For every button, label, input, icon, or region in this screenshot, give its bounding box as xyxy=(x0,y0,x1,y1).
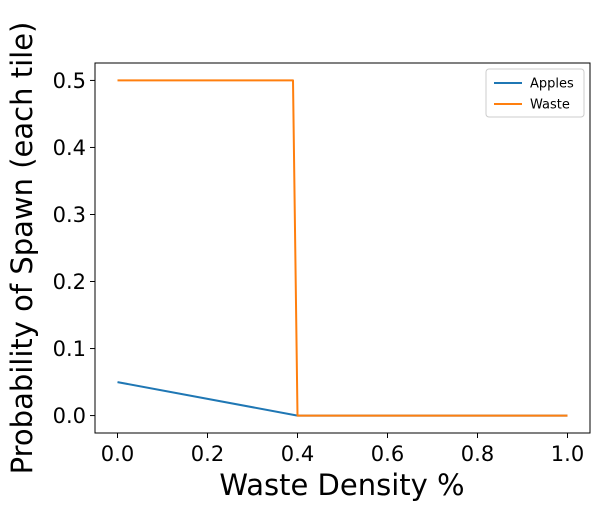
x-tick-label: 0.0 xyxy=(101,442,134,466)
x-tick-label: 0.4 xyxy=(281,442,314,466)
legend-label-apples: Apples xyxy=(530,77,574,92)
y-tick-label: 0.5 xyxy=(53,69,86,93)
x-tick-label: 0.2 xyxy=(191,442,224,466)
y-tick-label: 0.4 xyxy=(53,136,86,160)
x-axis-label: Waste Density % xyxy=(219,468,464,502)
x-tick-label: 1.0 xyxy=(551,442,584,466)
x-tick-label: 0.6 xyxy=(371,442,404,466)
y-axis-label: Probability of Spawn (each tile) xyxy=(5,22,39,475)
y-tick-label: 0.3 xyxy=(53,203,86,227)
legend-label-waste: Waste xyxy=(530,98,570,113)
y-axis: 0.0 0.1 0.2 0.3 0.4 0.5 xyxy=(53,69,95,428)
y-tick-label: 0.2 xyxy=(53,270,86,294)
y-tick-label: 0.0 xyxy=(53,404,86,428)
x-tick-label: 0.8 xyxy=(461,442,494,466)
series-line-waste xyxy=(117,79,568,417)
plot-frame xyxy=(94,62,591,434)
y-tick-label: 0.1 xyxy=(53,337,86,361)
plot-area xyxy=(95,63,590,433)
series-layer xyxy=(117,79,568,417)
x-axis: 0.0 0.2 0.4 0.6 0.8 1.0 xyxy=(101,433,584,466)
legend: Apples Waste xyxy=(485,68,585,118)
